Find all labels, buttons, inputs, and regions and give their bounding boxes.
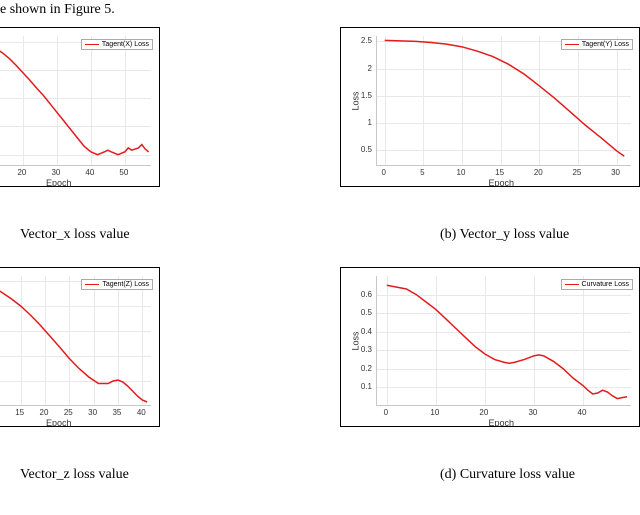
chart-a: 0.511.522.51020304050LossEpochTagent(X) …: [0, 27, 160, 187]
ytick: 0.1: [352, 382, 372, 391]
legend-swatch: [565, 44, 579, 46]
caption-a: Vector_x loss value: [20, 227, 130, 243]
caption-b: (b) Vector_y loss value: [440, 227, 569, 243]
xtick: 10: [0, 408, 5, 417]
legend: Curvature Loss: [561, 279, 633, 290]
cell-b: 0.511.522.5051015202530LossEpochTagent(Y…: [340, 22, 640, 252]
ytick: 0.6: [352, 290, 372, 299]
legend-label: Tagent(Z) Loss: [102, 281, 149, 288]
xtick: 25: [58, 408, 78, 417]
chart-b: 0.511.522.5051015202530LossEpochTagent(Y…: [340, 27, 640, 187]
legend-swatch: [565, 284, 579, 286]
xtick: 5: [412, 168, 432, 177]
xtick: 40: [131, 408, 151, 417]
ytick: 0.5: [352, 145, 372, 154]
xtick: 30: [523, 408, 543, 417]
chart-d: 0.10.20.30.40.50.6010203040LossEpochCurv…: [340, 267, 640, 427]
xtick: 15: [490, 168, 510, 177]
xlabel: Epoch: [46, 178, 72, 187]
legend-swatch: [85, 44, 99, 46]
legend: Tagent(Y) Loss: [561, 39, 633, 50]
xlabel: Epoch: [489, 418, 515, 427]
legend-swatch: [85, 284, 99, 286]
cell-d: 0.10.20.30.40.50.6010203040LossEpochCurv…: [340, 262, 640, 492]
xtick: 50: [114, 168, 134, 177]
caption-d: (d) Curvature loss value: [440, 467, 575, 483]
chart-grid: 0.511.522.51020304050LossEpochTagent(X) …: [0, 22, 640, 492]
xtick: 10: [451, 168, 471, 177]
xtick: 20: [34, 408, 54, 417]
xtick: 25: [567, 168, 587, 177]
xlabel: Epoch: [46, 418, 72, 427]
xtick: 30: [46, 168, 66, 177]
ytick: 0.2: [352, 364, 372, 373]
xtick: 20: [528, 168, 548, 177]
xtick: 30: [83, 408, 103, 417]
loss-curve: [0, 276, 151, 405]
xtick: 0: [374, 168, 394, 177]
ylabel: Loss: [351, 331, 361, 350]
xtick: 40: [80, 168, 100, 177]
plot-area: [0, 276, 151, 406]
ytick: 1: [352, 118, 372, 127]
caption-c: Vector_z loss value: [20, 467, 129, 483]
xtick: 15: [10, 408, 30, 417]
loss-curve: [377, 276, 631, 405]
cell-c: 0.511.522.510152025303540LossEpochTagent…: [0, 262, 280, 492]
ytick: 2: [352, 64, 372, 73]
xtick: 35: [107, 408, 127, 417]
plot-area: [376, 276, 631, 406]
xtick: 10: [425, 408, 445, 417]
legend-label: Tagent(Y) Loss: [582, 41, 629, 48]
xtick: 0: [376, 408, 396, 417]
fragment-text: e shown in Figure 5.: [0, 2, 115, 18]
cell-a: 0.511.522.51020304050LossEpochTagent(X) …: [0, 22, 280, 252]
xtick: 30: [606, 168, 626, 177]
plot-area: [0, 36, 151, 166]
legend: Tagent(Z) Loss: [81, 279, 153, 290]
chart-c: 0.511.522.510152025303540LossEpochTagent…: [0, 267, 160, 427]
legend: Tagent(X) Loss: [81, 39, 153, 50]
loss-curve: [0, 36, 151, 165]
loss-curve: [377, 36, 631, 165]
xtick: 40: [572, 408, 592, 417]
ytick: 0.5: [352, 308, 372, 317]
legend-label: Tagent(X) Loss: [102, 41, 149, 48]
xtick: 20: [474, 408, 494, 417]
legend-label: Curvature Loss: [582, 281, 629, 288]
ytick: 2.5: [352, 36, 372, 45]
plot-area: [376, 36, 631, 166]
ylabel: Loss: [351, 91, 361, 110]
xlabel: Epoch: [489, 178, 515, 187]
xtick: 20: [12, 168, 32, 177]
